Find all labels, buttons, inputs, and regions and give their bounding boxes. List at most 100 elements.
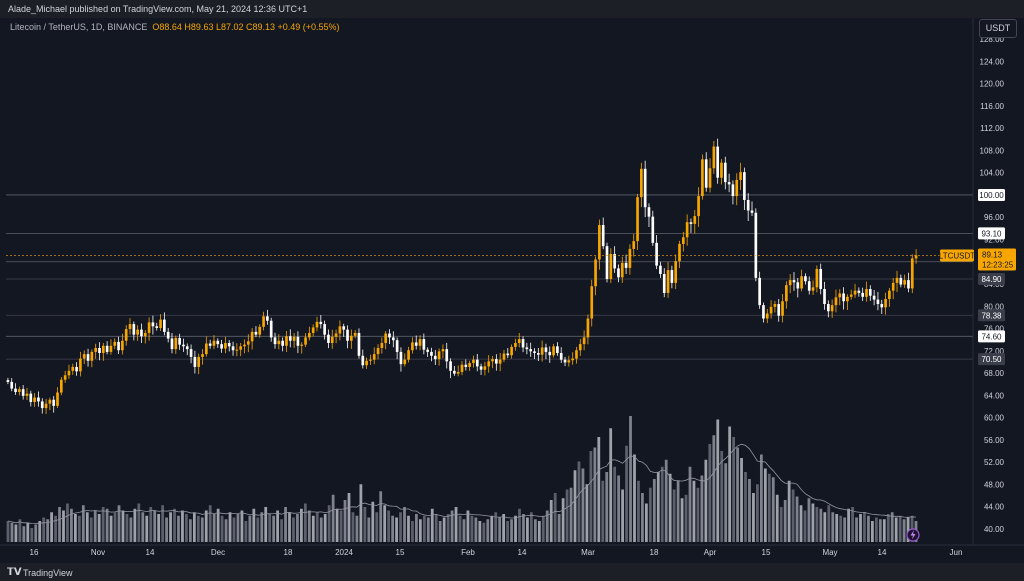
candle [407, 346, 410, 363]
x-tick-label: Mar [581, 548, 595, 557]
candle-body [128, 324, 132, 330]
volume-bar [537, 521, 541, 542]
candle [90, 349, 94, 368]
candle-body [273, 337, 277, 345]
volume-bar [724, 463, 728, 542]
volume-bar [117, 505, 121, 542]
candle [101, 342, 105, 361]
candle [830, 299, 834, 318]
candle-body [567, 360, 571, 363]
candle-body [86, 354, 90, 361]
bolt-icon[interactable] [906, 528, 920, 542]
candle-body [52, 399, 56, 406]
volume-bar [248, 515, 252, 542]
volume-bar [38, 521, 42, 542]
candle [338, 320, 342, 341]
candle [640, 162, 643, 208]
candle [372, 347, 376, 365]
volume-bar [748, 479, 751, 542]
candle-body [227, 342, 231, 347]
volume-bar [664, 459, 668, 542]
candle [391, 331, 395, 348]
volume-bar [676, 480, 680, 542]
candle [731, 180, 735, 205]
candle [548, 346, 552, 363]
volume-bar [672, 489, 676, 542]
candle [201, 349, 204, 365]
candle [399, 347, 403, 372]
candle-body [185, 346, 189, 350]
x-tick-label: 14 [878, 548, 887, 557]
volume-bar [601, 480, 605, 542]
candle-body [59, 379, 63, 393]
candle [94, 343, 98, 359]
candle [540, 340, 544, 362]
candle [689, 218, 693, 233]
level-label: 78.38 [981, 311, 1002, 320]
candle [590, 279, 594, 327]
volume-bar [296, 514, 299, 542]
volume-bar [387, 510, 391, 542]
y-tick-label: 56.00 [984, 436, 1005, 445]
candle [426, 347, 429, 357]
chart-area[interactable] [0, 18, 1024, 563]
candle-body [743, 172, 746, 200]
candle-body [342, 326, 346, 330]
candle-body [124, 329, 128, 341]
candle-body [586, 318, 590, 338]
candle [643, 160, 647, 218]
candle [475, 353, 479, 372]
candle [258, 324, 262, 338]
candle [403, 353, 407, 367]
candle-body [426, 349, 429, 352]
y-tick-label: 92.00 [984, 235, 1005, 244]
candle-body [697, 196, 700, 217]
candle [422, 333, 426, 355]
level-label: 100.00 [979, 191, 1004, 200]
volume-bar [173, 508, 176, 542]
candle [418, 335, 422, 351]
candle [800, 269, 803, 292]
currency-button[interactable]: USDT [979, 19, 1017, 38]
candle-body [846, 296, 849, 302]
volume-bar [54, 515, 57, 542]
volume-bar [704, 459, 708, 542]
candle-body [479, 366, 483, 370]
candle [155, 322, 159, 331]
candle-body [67, 370, 71, 376]
volume-bar [549, 500, 553, 542]
candle [273, 332, 277, 349]
candle-body [376, 348, 380, 355]
volume-bar [113, 512, 117, 542]
candle-body [830, 305, 834, 312]
candle-body [361, 355, 365, 366]
volume-bar [569, 487, 573, 542]
candle [701, 154, 704, 200]
symbol-name: Litecoin / TetherUS, 1D, BINANCE [10, 22, 148, 32]
candle-body [533, 351, 536, 354]
candle [365, 357, 368, 369]
volume-bar [97, 514, 101, 542]
candle-body [659, 265, 662, 274]
candle-body [350, 335, 353, 341]
volume-bar [597, 437, 601, 542]
candle-body [647, 207, 651, 217]
volume-bar [498, 517, 502, 542]
volume-bar [629, 416, 632, 542]
candle-body [468, 363, 471, 367]
candle-body [594, 259, 597, 287]
candle [716, 138, 720, 184]
candle-body [563, 359, 567, 363]
candle [479, 363, 483, 375]
candle [842, 287, 845, 310]
volume-bar [763, 468, 767, 542]
candle-body [811, 287, 815, 291]
candle [536, 347, 540, 362]
volume-bar [10, 522, 14, 542]
candle [319, 315, 323, 329]
candle [460, 361, 464, 376]
volume-bar [319, 517, 323, 542]
candle [59, 377, 63, 396]
volume-bar [426, 517, 430, 542]
